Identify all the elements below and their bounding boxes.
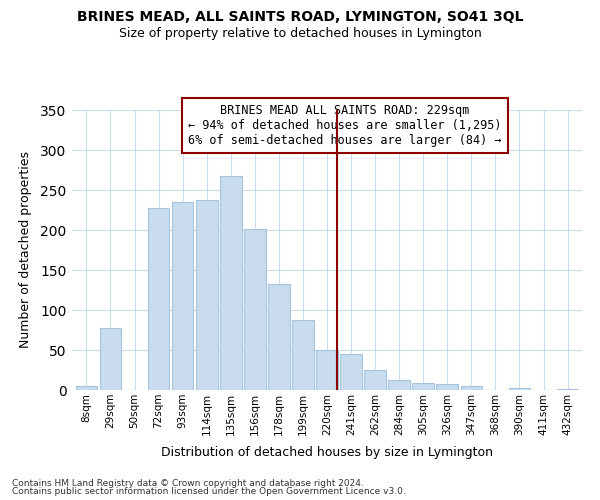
Bar bbox=[364, 370, 386, 390]
Text: BRINES MEAD ALL SAINTS ROAD: 229sqm
← 94% of detached houses are smaller (1,295): BRINES MEAD ALL SAINTS ROAD: 229sqm ← 94… bbox=[188, 104, 502, 148]
Text: Size of property relative to detached houses in Lymington: Size of property relative to detached ho… bbox=[119, 28, 481, 40]
Bar bbox=[461, 386, 482, 390]
Bar bbox=[292, 320, 314, 390]
Bar bbox=[76, 386, 97, 390]
Bar bbox=[436, 384, 458, 390]
Bar bbox=[509, 388, 530, 390]
Bar bbox=[220, 176, 242, 390]
Bar bbox=[100, 328, 121, 390]
Text: Contains HM Land Registry data © Crown copyright and database right 2024.: Contains HM Land Registry data © Crown c… bbox=[12, 478, 364, 488]
Y-axis label: Number of detached properties: Number of detached properties bbox=[19, 152, 32, 348]
Bar bbox=[268, 284, 290, 390]
Bar bbox=[316, 350, 338, 390]
Bar bbox=[557, 389, 578, 390]
X-axis label: Distribution of detached houses by size in Lymington: Distribution of detached houses by size … bbox=[161, 446, 493, 459]
Bar bbox=[196, 200, 218, 390]
Bar bbox=[172, 202, 193, 390]
Text: BRINES MEAD, ALL SAINTS ROAD, LYMINGTON, SO41 3QL: BRINES MEAD, ALL SAINTS ROAD, LYMINGTON,… bbox=[77, 10, 523, 24]
Bar bbox=[148, 208, 169, 390]
Text: Contains public sector information licensed under the Open Government Licence v3: Contains public sector information licen… bbox=[12, 487, 406, 496]
Bar bbox=[244, 229, 266, 390]
Bar bbox=[412, 383, 434, 390]
Bar bbox=[388, 380, 410, 390]
Bar bbox=[340, 354, 362, 390]
